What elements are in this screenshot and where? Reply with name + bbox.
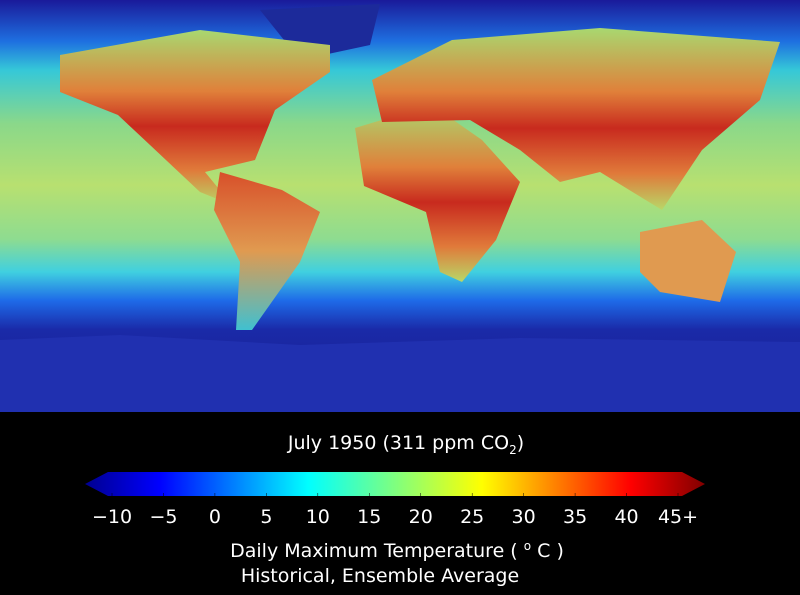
tick-label: −10 [92, 506, 132, 528]
title-sub: 2 [509, 443, 517, 457]
tick-label: 40 [614, 506, 638, 528]
colorbar-label: Daily Maximum Temperature ( o C ) [230, 539, 564, 562]
label-text: Daily Maximum Temperature ( [230, 540, 524, 562]
label-sup: o [524, 539, 531, 553]
tick-label: 20 [409, 506, 433, 528]
subtitle: Historical, Ensemble Average [241, 565, 519, 587]
tick-label: 35 [563, 506, 587, 528]
tick-label: 15 [357, 506, 381, 528]
tick-label: 5 [260, 506, 272, 528]
tick-label: 45+ [658, 506, 698, 528]
tick-label: 10 [306, 506, 330, 528]
tick-label: 0 [209, 506, 221, 528]
tick-label: 30 [512, 506, 536, 528]
colorbar-body [85, 472, 705, 496]
tick-label: 25 [460, 506, 484, 528]
title: July 1950 (311 ppm CO2) [287, 432, 524, 457]
map [0, 0, 800, 412]
title-text: July 1950 (311 ppm CO [287, 432, 509, 454]
title-end: ) [517, 432, 524, 454]
tick-label: −5 [149, 506, 177, 528]
colorbar: −10 −5 0 5 10 15 20 25 30 35 40 45+ [85, 472, 705, 528]
label-end: C ) [531, 540, 564, 562]
